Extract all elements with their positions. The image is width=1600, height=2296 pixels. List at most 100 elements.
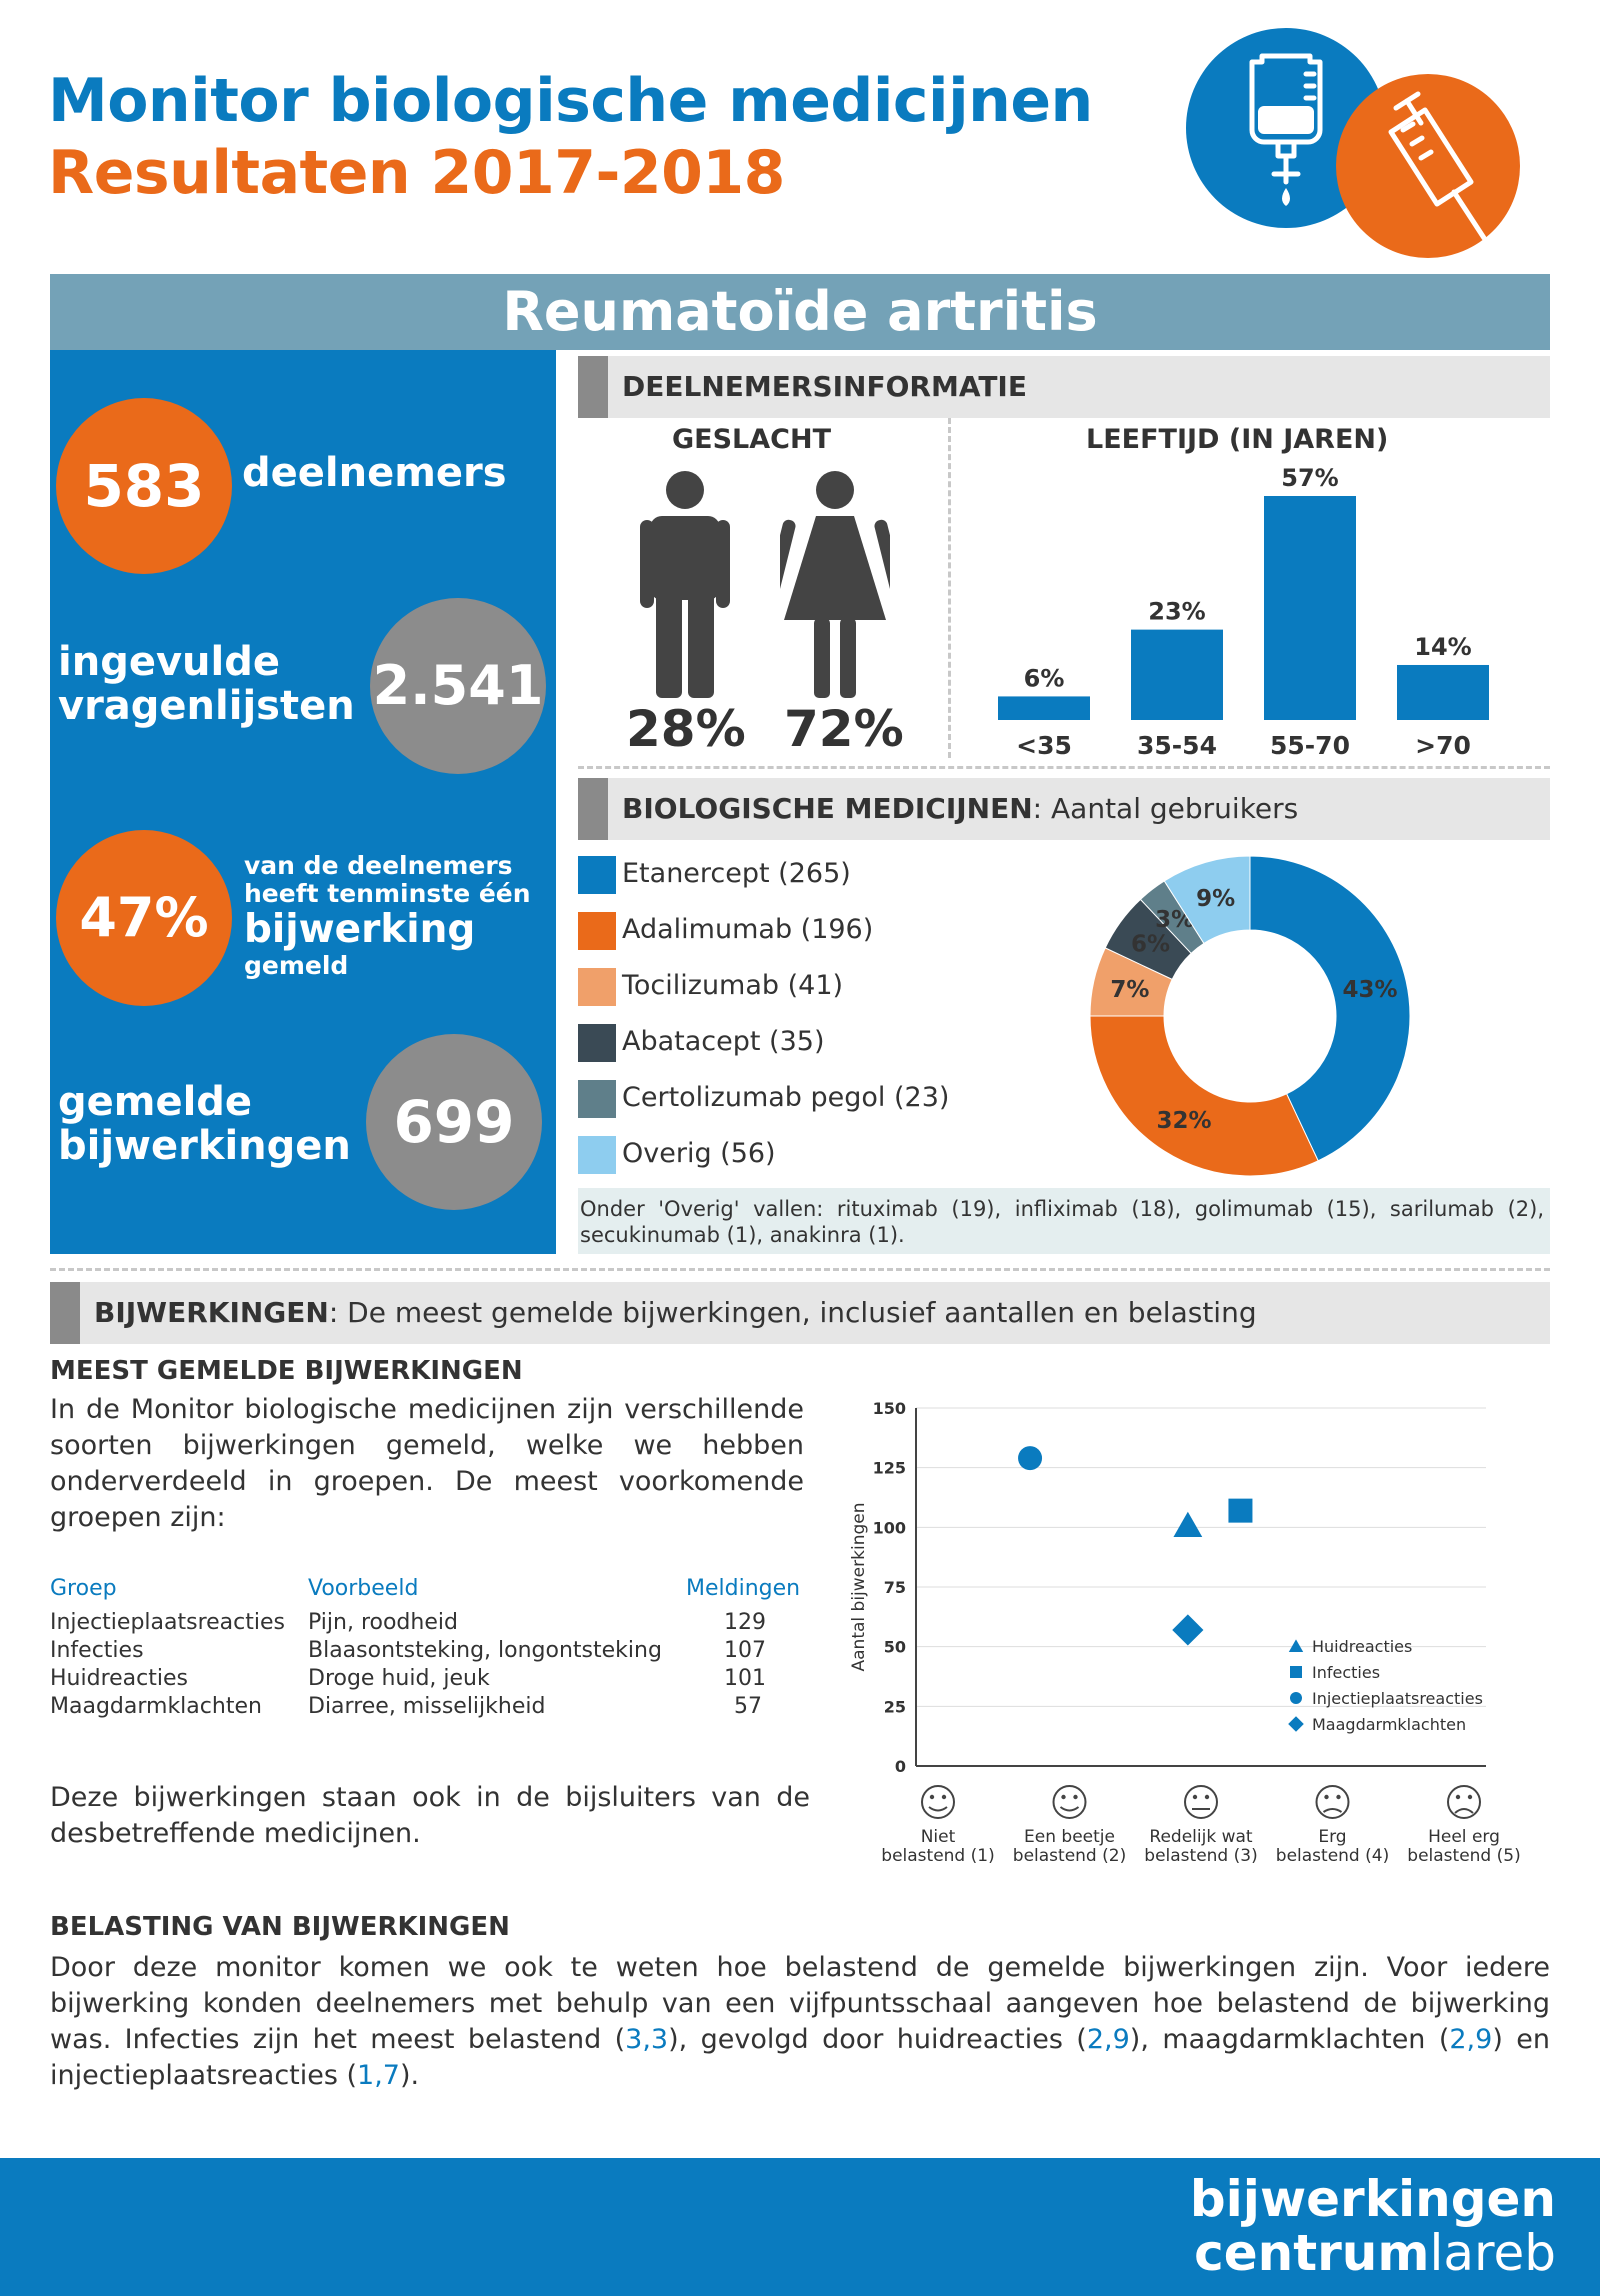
x-tick-label: Niet bbox=[921, 1827, 956, 1847]
age-bar-value-label: 57% bbox=[1281, 464, 1338, 492]
table-header-group: Groep bbox=[50, 1576, 117, 1601]
age-bar-chart: 6% <35 23% 35-54 57% 55-70 14% >70 bbox=[990, 456, 1530, 760]
page-subtitle: Resultaten 2017-2018 bbox=[48, 138, 785, 208]
reported-effects-label: gemelde bijwerkingen bbox=[58, 1079, 351, 1169]
side-effects-section-header: BIJWERKINGEN: De meest gemelde bijwerkin… bbox=[50, 1282, 1550, 1344]
donut-slice bbox=[1163, 855, 1251, 945]
side-effect-pct-label: van de deelnemers heeft tenminste één bi… bbox=[244, 851, 531, 980]
donut-slice-label: 32% bbox=[1157, 1108, 1212, 1134]
female-icon bbox=[766, 470, 904, 700]
legend-swatch bbox=[578, 856, 616, 894]
face-outline bbox=[1315, 1785, 1350, 1819]
face-mouth bbox=[1454, 1808, 1474, 1814]
age-category-label: 55-70 bbox=[1270, 731, 1350, 756]
legend-marker bbox=[1288, 1716, 1304, 1732]
age-category-label: >70 bbox=[1415, 731, 1471, 756]
sad-face-icon bbox=[1447, 1785, 1481, 1819]
donut-slice-label: 43% bbox=[1343, 977, 1398, 1003]
table-header-example: Voorbeeld bbox=[308, 1576, 419, 1601]
donut-slice-label: 7% bbox=[1110, 977, 1149, 1003]
legend-swatch bbox=[578, 1024, 616, 1062]
y-axis-label: Aantal bijwerkingen bbox=[849, 1503, 869, 1672]
medicines-section-header: BIOLOGISCHE MEDICIJNEN: Aantal gebruiker… bbox=[578, 778, 1550, 840]
face-eye bbox=[1467, 1794, 1473, 1800]
table-cell: Maagdarmklachten bbox=[50, 1694, 262, 1719]
donut-slice-label: 6% bbox=[1131, 932, 1170, 958]
side-effect-pct: 47% bbox=[79, 886, 209, 949]
y-tick-label: 25 bbox=[884, 1697, 906, 1716]
section-banner: Reumatoïde artritis bbox=[50, 274, 1550, 350]
legend-label: Injectieplaatsreacties bbox=[1312, 1689, 1483, 1708]
participants-section-header: DEELNEMERSINFORMATIE bbox=[578, 356, 1550, 418]
legend-marker bbox=[1290, 1692, 1302, 1704]
legend-marker bbox=[1290, 1666, 1302, 1678]
age-bar bbox=[1264, 496, 1356, 720]
table-cell: 129 bbox=[724, 1610, 766, 1635]
participants-count-circle: 583 bbox=[56, 398, 232, 574]
scatter-point-maagdarmklachten bbox=[1172, 1614, 1204, 1646]
face-mouth bbox=[1322, 1808, 1343, 1813]
face-eye bbox=[941, 1794, 947, 1800]
iv-bag-icon bbox=[1186, 28, 1386, 228]
questionnaires-count: 2.541 bbox=[372, 654, 544, 717]
smiley-icon bbox=[921, 1785, 955, 1819]
face-eye bbox=[1336, 1794, 1341, 1800]
y-tick-label: 125 bbox=[873, 1459, 906, 1478]
age-bar bbox=[1131, 629, 1223, 720]
x-tick-label: Een beetje bbox=[1024, 1827, 1115, 1847]
neutral-face-icon bbox=[1184, 1785, 1218, 1819]
scatter-point-infecties bbox=[1228, 1498, 1253, 1523]
footer-logo-line1: bijwerkingen bbox=[1189, 2170, 1556, 2228]
face-outline bbox=[921, 1785, 955, 1819]
y-tick-label: 0 bbox=[895, 1757, 906, 1776]
gender-title: GESLACHT bbox=[672, 424, 831, 455]
participants-count: 583 bbox=[83, 452, 205, 520]
questionnaires-label: ingevulde vragenlijsten bbox=[58, 639, 355, 729]
face-eye bbox=[1204, 1794, 1210, 1800]
medicines-donut-chart: 43% 32% 7% 6% 3% 9% bbox=[1080, 846, 1420, 1186]
frown-icon bbox=[1315, 1785, 1350, 1819]
table-cell: 57 bbox=[734, 1694, 762, 1719]
page-title: Monitor biologische medicijnen bbox=[48, 66, 1093, 136]
legend-swatch bbox=[578, 968, 616, 1006]
y-tick-label: 75 bbox=[884, 1578, 906, 1597]
age-bar-value-label: 6% bbox=[1024, 664, 1065, 692]
table-cell: Huidreacties bbox=[50, 1666, 188, 1691]
other-medicines-note: Onder 'Overig' vallen: rituximab (19), i… bbox=[578, 1188, 1550, 1254]
burden-paragraph: Door deze monitor komen we ook te weten … bbox=[50, 1952, 1550, 2091]
reported-effects-count: 699 bbox=[393, 1088, 515, 1156]
age-category-label: <35 bbox=[1016, 731, 1072, 756]
section-divider bbox=[948, 418, 951, 758]
age-category-label: 35-54 bbox=[1137, 731, 1217, 756]
table-header-count: Meldingen bbox=[686, 1576, 801, 1601]
footer-logo-line2: centrumlareb bbox=[1194, 2224, 1556, 2282]
face-outline bbox=[1052, 1785, 1087, 1819]
face-mouth bbox=[928, 1806, 948, 1812]
legend-label: Huidreacties bbox=[1312, 1637, 1412, 1656]
legend-marker bbox=[1288, 1639, 1304, 1652]
x-tick-label: Erg bbox=[1318, 1827, 1346, 1847]
footer bbox=[0, 2158, 1600, 2296]
smiley-icon bbox=[1052, 1785, 1087, 1819]
face-eye bbox=[1192, 1794, 1198, 1800]
burden-value: 1,7 bbox=[357, 2060, 400, 2091]
legend-label: Maagdarmklachten bbox=[1312, 1715, 1466, 1734]
scatter-point-injectieplaatsreacties bbox=[1018, 1446, 1043, 1471]
x-tick-label: Redelijk wat bbox=[1149, 1827, 1252, 1847]
x-tick-label: Heel erg bbox=[1428, 1827, 1500, 1847]
burden-title: BELASTING VAN BIJWERKINGEN bbox=[50, 1912, 510, 1942]
section-divider bbox=[50, 1268, 1550, 1271]
side-effect-pct-circle: 47% bbox=[56, 830, 232, 1006]
face-mouth bbox=[1059, 1806, 1080, 1812]
table-cell: Injectieplaatsreacties bbox=[50, 1610, 285, 1635]
side-effects-table: Groep Voorbeeld Meldingen Injectieplaats… bbox=[50, 1576, 810, 1726]
most-reported-intro: In de Monitor biologische medicijnen zij… bbox=[50, 1394, 804, 1533]
section-divider bbox=[578, 766, 1550, 769]
face-outline bbox=[1184, 1785, 1218, 1819]
participants-label: deelnemers bbox=[242, 450, 507, 496]
donut-slice bbox=[1089, 1015, 1319, 1177]
age-bar bbox=[1397, 664, 1489, 720]
scatter-point-huidreacties bbox=[1173, 1511, 1203, 1537]
legend-swatch bbox=[578, 1080, 616, 1118]
age-bar-value-label: 23% bbox=[1148, 598, 1205, 626]
